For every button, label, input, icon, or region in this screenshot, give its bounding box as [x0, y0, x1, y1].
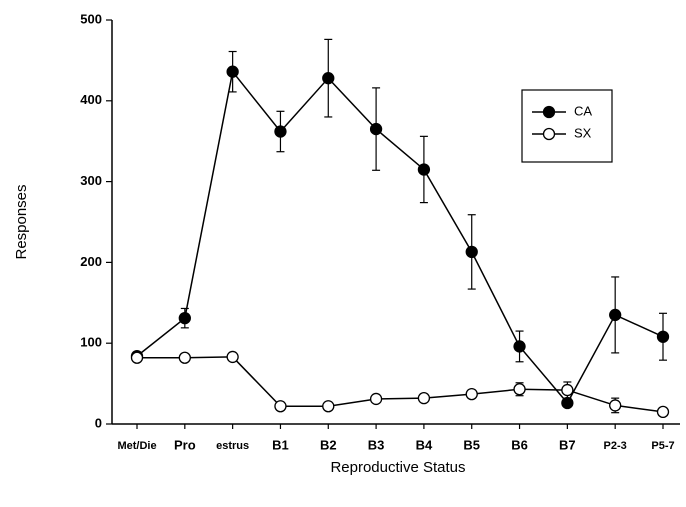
- y-tick-label: 400: [80, 92, 102, 107]
- legend-box: [521, 89, 613, 163]
- x-tick-label: B6: [511, 437, 528, 452]
- x-tick-label: B2: [320, 437, 337, 452]
- x-tick-label: Pro: [174, 437, 196, 452]
- series-line: [137, 356, 664, 413]
- x-tick-label: B3: [368, 437, 385, 452]
- marker: [417, 163, 431, 176]
- y-tick-label: 300: [80, 173, 102, 188]
- marker: [322, 72, 335, 85]
- x-tick-label: B5: [463, 437, 480, 452]
- marker: [178, 351, 191, 364]
- legend-label: CA: [574, 103, 592, 118]
- marker: [609, 399, 622, 412]
- marker: [561, 383, 574, 397]
- marker: [609, 308, 622, 322]
- marker: [369, 392, 383, 406]
- marker: [513, 383, 526, 396]
- marker: [656, 405, 670, 419]
- marker: [274, 125, 287, 138]
- marker: [274, 400, 287, 413]
- y-axis-label: Responses: [13, 184, 30, 259]
- marker: [369, 122, 383, 136]
- marker: [226, 65, 239, 78]
- x-tick-label: Met/Die: [117, 440, 156, 452]
- marker: [322, 400, 335, 413]
- y-tick-label: 500: [80, 11, 102, 26]
- x-tick-label: P2-3: [604, 440, 627, 452]
- x-tick-label: P5-7: [651, 440, 674, 452]
- marker: [656, 330, 670, 343]
- marker: [226, 350, 239, 364]
- marker: [561, 396, 574, 410]
- series-line: [136, 69, 664, 405]
- x-tick-label: estrus: [216, 440, 249, 452]
- x-axis-label: Reproductive Status: [330, 459, 465, 476]
- marker: [465, 387, 478, 401]
- marker: [178, 312, 191, 325]
- y-tick-label: 100: [80, 335, 102, 350]
- marker: [465, 245, 478, 259]
- legend-marker: [542, 127, 556, 141]
- y-tick-label: 200: [80, 254, 102, 269]
- legend-marker: [542, 105, 556, 119]
- y-tick-label: 0: [95, 415, 102, 430]
- legend-label: SX: [574, 125, 592, 140]
- x-tick-label: B4: [416, 437, 433, 452]
- x-tick-label: B1: [272, 437, 289, 452]
- x-tick-label: B7: [559, 437, 576, 452]
- marker: [513, 340, 526, 353]
- marker: [417, 391, 431, 405]
- marker: [130, 351, 144, 364]
